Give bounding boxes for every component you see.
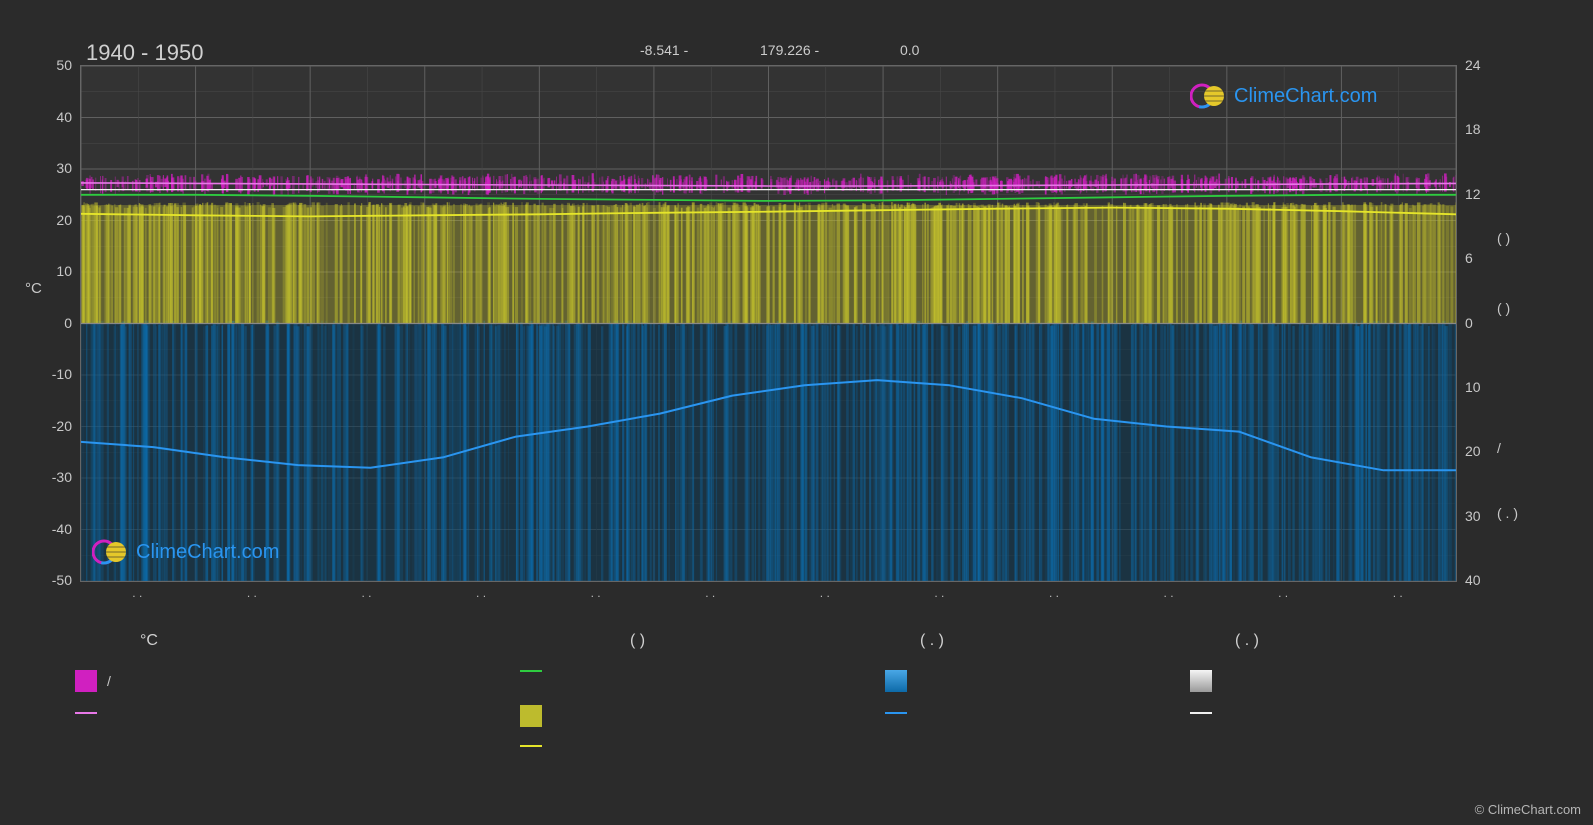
right-tick: 0	[1465, 315, 1505, 331]
x-tick: . .	[476, 586, 486, 600]
noise-band	[83, 321, 1456, 581]
legend-swatch-line	[520, 745, 542, 747]
x-tick: . .	[820, 586, 830, 600]
left-tick: -40	[32, 521, 72, 537]
legend-item: /	[75, 670, 111, 692]
right-tick: 12	[1465, 186, 1505, 202]
legend-item	[520, 745, 552, 747]
chart-root: 1940 - 1950 -8.541 - 179.226 - 0.0 50 40 30 2…	[0, 0, 1593, 825]
legend-item	[75, 712, 107, 714]
brand-text: ClimeChart.com	[1234, 85, 1377, 108]
left-axis-unit: °C	[25, 280, 42, 297]
left-tick: -20	[32, 418, 72, 434]
legend-swatch-box	[75, 670, 97, 692]
left-tick: 20	[32, 212, 72, 228]
x-tick: . .	[1278, 586, 1288, 600]
header-value: 179.226 -	[760, 42, 819, 58]
legend-item	[520, 705, 552, 727]
x-tick: . .	[591, 586, 601, 600]
x-tick: . .	[934, 586, 944, 600]
legend-header: ( . )	[1235, 632, 1259, 650]
x-tick: . .	[705, 586, 715, 600]
legend-item	[885, 712, 917, 714]
right-axis-unit: /	[1497, 440, 1501, 456]
legend-header: °C	[140, 632, 158, 650]
left-tick: -50	[32, 572, 72, 588]
legend-item	[1190, 670, 1222, 692]
right-tick: 10	[1465, 379, 1505, 395]
legend-swatch-box	[520, 705, 542, 727]
legend-swatch-line	[520, 670, 542, 672]
legend-label: /	[107, 673, 111, 689]
right-tick: 18	[1465, 121, 1505, 137]
left-tick: 0	[32, 315, 72, 331]
right-tick: 6	[1465, 250, 1505, 266]
copyright: © ClimeChart.com	[1475, 802, 1581, 817]
x-tick: . .	[247, 586, 257, 600]
left-tick: 30	[32, 160, 72, 176]
plot-svg	[81, 66, 1456, 581]
chart-title: 1940 - 1950	[86, 40, 203, 66]
left-tick: 10	[32, 263, 72, 279]
legend-header: ( )	[630, 632, 645, 650]
x-tick: . .	[132, 586, 142, 600]
legend-swatch-box	[885, 670, 907, 692]
header-value: 0.0	[900, 42, 919, 58]
right-axis-unit: ( )	[1497, 230, 1510, 246]
x-tick: . .	[1049, 586, 1059, 600]
right-axis-unit: ( )	[1497, 300, 1510, 316]
legend-item	[520, 670, 552, 672]
right-tick: 24	[1465, 57, 1505, 73]
brand-logo: ClimeChart.com	[92, 538, 279, 566]
legend-swatch-line	[75, 712, 97, 714]
x-tick: . .	[361, 586, 371, 600]
right-tick: 40	[1465, 572, 1505, 588]
header-value: -8.541 -	[640, 42, 688, 58]
brand-text: ClimeChart.com	[136, 541, 279, 564]
left-tick: -30	[32, 469, 72, 485]
legend-swatch-line	[885, 712, 907, 714]
left-tick: -10	[32, 366, 72, 382]
brand-logo: ClimeChart.com	[1190, 82, 1377, 110]
legend-header: ( . )	[920, 632, 944, 650]
x-tick: . .	[1164, 586, 1174, 600]
legend-item	[1190, 712, 1222, 714]
noise-band	[82, 202, 1456, 323]
left-tick: 40	[32, 109, 72, 125]
legend-swatch-box	[1190, 670, 1212, 692]
right-axis-unit: ( . )	[1497, 505, 1518, 521]
plot-area	[80, 65, 1457, 582]
legend-item	[885, 670, 917, 692]
x-tick: . .	[1393, 586, 1403, 600]
legend-swatch-line	[1190, 712, 1212, 714]
left-tick: 50	[32, 57, 72, 73]
